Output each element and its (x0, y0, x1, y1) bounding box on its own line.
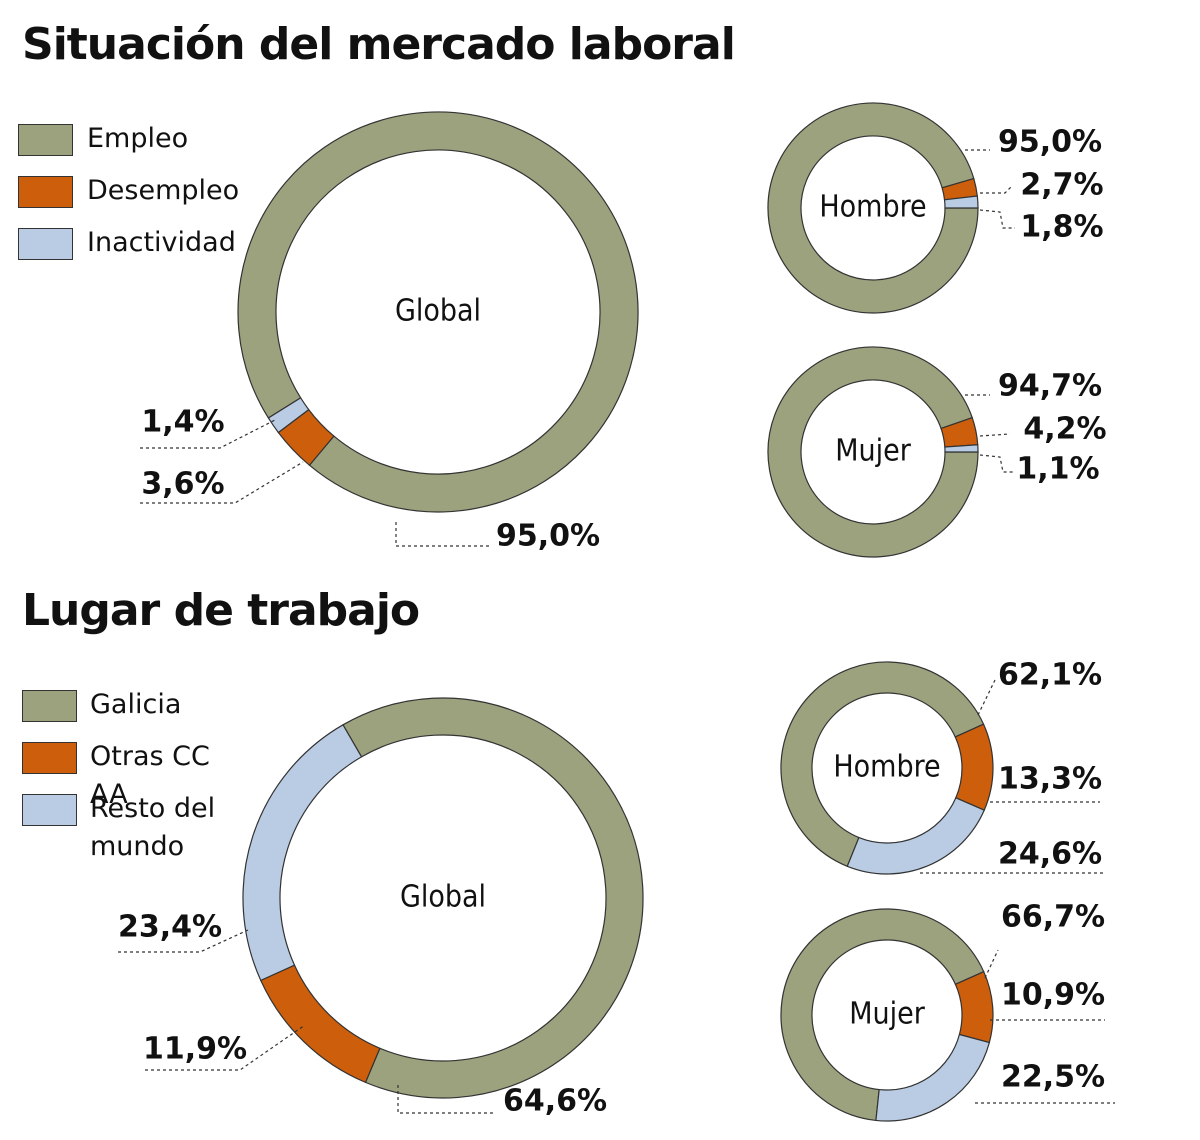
center-label: Hombre (833, 750, 940, 785)
leader-line (977, 679, 996, 716)
leader-line (980, 185, 1013, 194)
value-label: 10,9% (1001, 978, 1105, 1013)
section-title: Lugar de trabajo (22, 585, 419, 636)
value-label: 3,6% (141, 467, 224, 502)
leader-line (979, 433, 1011, 437)
legend-swatch (22, 742, 77, 774)
leader-line (145, 1024, 306, 1071)
leader-line (979, 209, 1015, 229)
legend-swatch (18, 176, 73, 208)
donut-segment (875, 1033, 991, 1122)
value-label: 11,9% (143, 1032, 247, 1067)
legend-label: Inactividad (87, 227, 236, 258)
value-label: 2,7% (1020, 168, 1103, 203)
value-label: 94,7% (998, 369, 1102, 404)
center-label: Mujer (835, 434, 912, 469)
legend-swatch (18, 228, 73, 260)
legend-swatch (22, 794, 77, 826)
donut-segment (767, 346, 979, 558)
donut-segment (780, 908, 985, 1122)
value-label: 4,2% (1023, 412, 1106, 447)
value-label: 24,6% (998, 837, 1102, 872)
legend-label: Resto del mundo (90, 793, 216, 862)
value-label: 95,0% (496, 519, 600, 554)
value-label: 64,6% (503, 1084, 607, 1119)
center-label: Global (400, 880, 486, 915)
center-label: Global (395, 294, 481, 329)
donut-segment (846, 797, 986, 875)
center-label: Mujer (849, 997, 926, 1032)
donut-segment (780, 661, 985, 868)
value-label: 1,8% (1020, 210, 1103, 245)
donut-segment (943, 195, 979, 209)
value-label: 66,7% (1001, 900, 1105, 935)
legend-label: Empleo (87, 123, 189, 154)
donut-segment (237, 111, 639, 513)
leader-line (397, 1085, 495, 1114)
legend-label: Desempleo (87, 175, 240, 206)
value-label: 62,1% (998, 658, 1102, 693)
leader-line (984, 949, 999, 979)
leader-line (140, 419, 276, 449)
legend-swatch (22, 690, 77, 722)
leader-line (395, 522, 490, 547)
legend-label: Otras CC AA (90, 741, 210, 810)
value-label: 13,3% (998, 762, 1102, 797)
donut-segment (267, 397, 310, 434)
donut-segment (342, 697, 644, 1099)
legend-swatch (18, 124, 73, 156)
donut-segment (242, 723, 363, 982)
donut-segment (954, 723, 994, 811)
donut-segment (259, 964, 381, 1084)
value-label: 1,4% (141, 405, 224, 440)
donut-segment (954, 970, 994, 1044)
value-label: 23,4% (118, 910, 222, 945)
section-title: Situación del mercado laboral (22, 19, 735, 70)
donut-segment (944, 444, 979, 453)
leader-line (140, 461, 304, 504)
value-label: 1,1% (1016, 452, 1099, 487)
value-label: 22,5% (1001, 1060, 1105, 1095)
legend-label: Galicia (90, 689, 182, 720)
value-label: 95,0% (998, 125, 1102, 160)
center-label: Hombre (819, 190, 926, 225)
leader-line (979, 454, 1015, 473)
donut-segment (767, 102, 979, 314)
